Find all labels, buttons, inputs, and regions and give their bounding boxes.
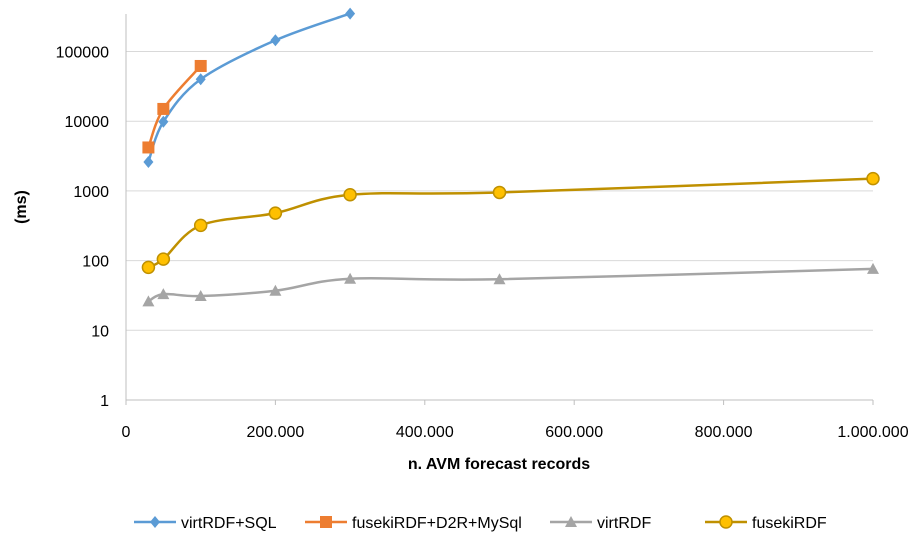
legend: virtRDF+SQL fusekiRDF+D2R+MySql virtRDF fus… xyxy=(134,515,827,532)
y-tick-label: 100000 xyxy=(56,45,109,62)
plot-area xyxy=(141,7,880,307)
data-point xyxy=(866,171,880,186)
legend-item-fusekirdf: fusekiRDF xyxy=(705,515,827,532)
series-line xyxy=(147,177,874,269)
data-point xyxy=(492,185,507,200)
legend-label: fusekiRDF+D2R+MySql xyxy=(352,515,522,532)
x-axis-label: n. AVM forecast records xyxy=(408,456,590,473)
series-virtrdf-sql xyxy=(143,7,356,168)
data-point xyxy=(157,102,170,115)
y-tick-label: 100 xyxy=(82,254,109,271)
y-tick-label: 1 xyxy=(100,393,109,410)
data-point xyxy=(195,73,206,86)
legend-label: virtRDF xyxy=(597,515,651,532)
legend-marker xyxy=(565,516,577,527)
y-tick-labels: 1 10 100 1000 10000 100000 xyxy=(56,45,109,411)
data-point xyxy=(158,115,169,128)
x-tick-label: 800.000 xyxy=(695,424,753,441)
x-tick-label: 1.000.000 xyxy=(837,424,908,441)
series-line xyxy=(147,267,874,303)
legend-marker xyxy=(320,516,332,528)
series-fusekirdf xyxy=(141,171,880,275)
y-tick-label: 10000 xyxy=(65,114,110,131)
legend-item-virtrdf-sql: virtRDF+SQL xyxy=(134,515,277,532)
data-point xyxy=(867,262,879,274)
x-tick-labels: 0 200.000 400.000 600.000 800.000 1.000.000 xyxy=(122,424,909,441)
legend-item-virtrdf: virtRDF xyxy=(550,515,651,532)
x-tick-label: 400.000 xyxy=(396,424,454,441)
data-point xyxy=(141,260,156,275)
x-tick-label: 200.000 xyxy=(246,424,304,441)
data-point xyxy=(344,272,357,284)
data-point xyxy=(142,141,155,154)
y-axis-label: (ms) xyxy=(13,190,30,224)
series-line xyxy=(147,12,351,163)
data-point xyxy=(345,7,356,20)
data-point xyxy=(193,218,208,233)
axes xyxy=(125,14,874,405)
data-point xyxy=(343,188,357,202)
legend-marker xyxy=(719,515,733,529)
series-fusekirdf-d2r-mysql xyxy=(142,59,207,154)
y-tick-label: 1000 xyxy=(73,184,109,201)
data-point xyxy=(493,273,506,285)
legend-marker xyxy=(150,516,160,528)
x-tick-label: 600.000 xyxy=(545,424,603,441)
data-point xyxy=(194,59,207,72)
legend-label: virtRDF+SQL xyxy=(181,515,277,532)
x-tick-label: 0 xyxy=(122,424,131,441)
data-point xyxy=(194,290,207,302)
legend-label: fusekiRDF xyxy=(752,515,827,532)
data-point xyxy=(142,295,155,307)
data-point xyxy=(269,284,282,296)
data-point xyxy=(268,206,283,220)
legend-item-fusekirdf-d2r-mysql: fusekiRDF+D2R+MySql xyxy=(305,515,522,532)
data-point xyxy=(270,34,281,47)
data-point xyxy=(143,155,154,168)
data-point xyxy=(156,252,171,266)
series-virtrdf xyxy=(142,262,879,307)
data-point xyxy=(157,288,170,300)
y-tick-label: 10 xyxy=(91,323,109,340)
